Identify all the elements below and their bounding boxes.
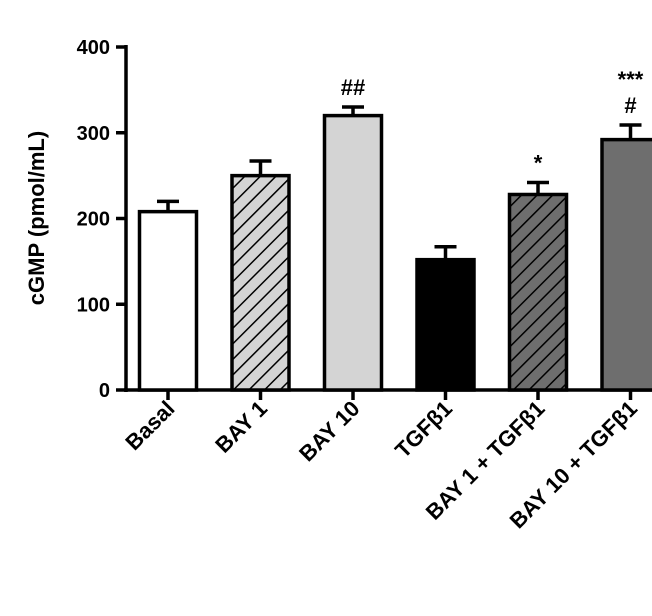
bar xyxy=(507,192,569,392)
significance-marker: ## xyxy=(341,75,365,100)
bar xyxy=(415,257,476,392)
y-tick-label: 300 xyxy=(77,123,110,145)
bar xyxy=(600,137,652,392)
category-label: BAY 10 xyxy=(294,396,364,466)
y-tick-label: 200 xyxy=(77,209,110,231)
bar xyxy=(230,173,291,392)
y-axis-label: cGMP (pmol/mL) xyxy=(24,131,49,305)
bars: ##****# xyxy=(137,67,652,392)
bar xyxy=(322,113,384,392)
y-tick-label: 0 xyxy=(99,380,110,402)
bar xyxy=(137,209,199,392)
significance-marker: # xyxy=(624,93,636,118)
category-label: TGFβ1 xyxy=(390,396,457,463)
category-label: Basal xyxy=(120,396,179,455)
x-axis xyxy=(124,388,652,400)
significance-marker: * xyxy=(534,150,543,175)
y-axis: 0 100 200 300 400 xyxy=(77,37,128,402)
significance-marker: *** xyxy=(618,67,644,92)
y-tick-label: 100 xyxy=(77,294,110,316)
y-tick-label: 400 xyxy=(77,37,110,59)
category-label: BAY 1 xyxy=(210,396,272,458)
